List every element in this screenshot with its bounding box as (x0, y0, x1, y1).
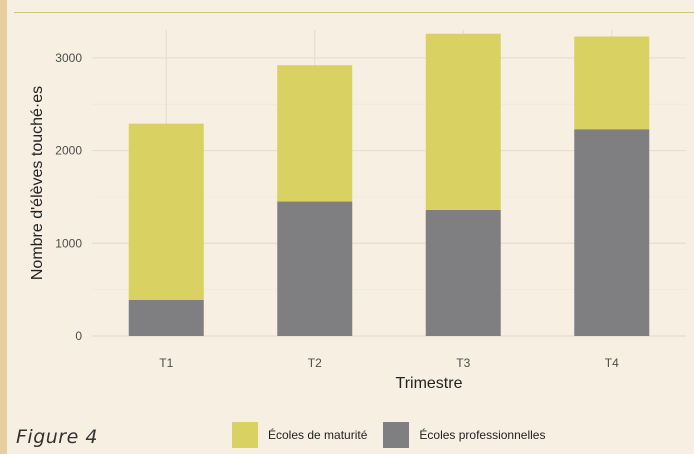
y-tick-label: 0 (75, 329, 82, 343)
x-tick-label: T3 (456, 356, 470, 370)
x-tick-label: T4 (605, 356, 619, 370)
top-divider (14, 12, 694, 13)
y-axis-title: Nombre d'élèves touché·es (29, 86, 46, 280)
y-tick-label: 1000 (55, 236, 82, 250)
x-axis-title: Trimestre (396, 375, 463, 392)
bar-professionnelles-t3 (425, 209, 501, 336)
legend-item-maturite: Écoles de maturité (232, 422, 367, 448)
bar-maturite-t3 (425, 33, 501, 210)
legend-item-professionnelles: Écoles professionnelles (383, 422, 545, 448)
bar-maturite-t4 (574, 36, 650, 130)
figure-caption: Figure 4 (16, 426, 98, 448)
bar-professionnelles-t2 (277, 201, 353, 336)
legend-swatch-professionnelles (383, 422, 410, 448)
chart-legend: Écoles de maturité Écoles professionnell… (232, 421, 561, 449)
legend-swatch-maturite (232, 422, 258, 448)
bar-maturite-t2 (277, 65, 353, 202)
bar-professionnelles-t1 (128, 299, 204, 336)
x-tick-label: T1 (159, 356, 173, 370)
left-accent-bar (0, 0, 7, 454)
legend-label-professionnelles: Écoles professionnelles (419, 428, 546, 442)
bar-professionnelles-t4 (574, 129, 650, 336)
y-tick-label: 2000 (55, 144, 82, 158)
x-tick-label: T2 (308, 356, 322, 370)
legend-label-maturite: Écoles de maturité (268, 428, 368, 442)
bar-maturite-t1 (128, 123, 204, 300)
y-tick-label: 3000 (55, 51, 82, 65)
